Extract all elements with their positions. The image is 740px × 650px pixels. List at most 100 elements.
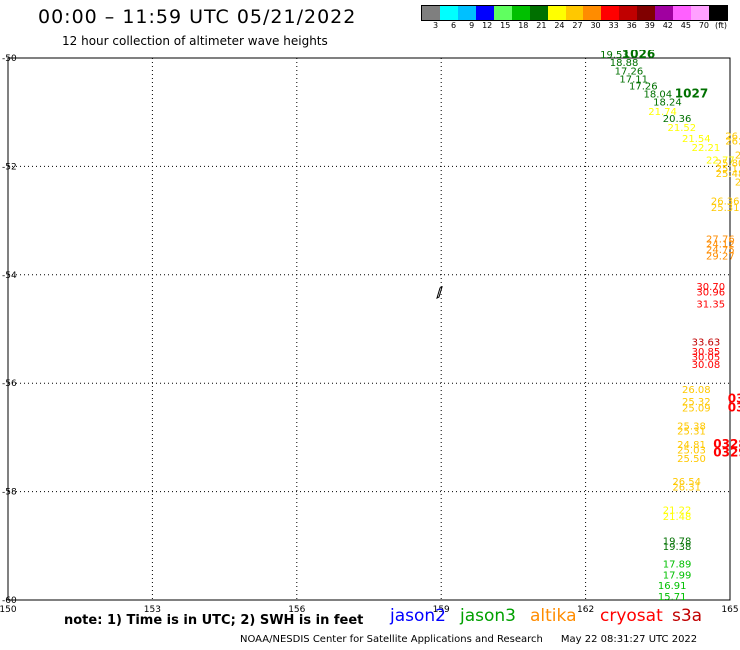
observation-value-label: 26.31 [672, 483, 701, 494]
observation-value-label: 18.04 [643, 90, 672, 101]
color-legend: 3 6 9 12 15 18 21 24 27 30 33 36 39 42 45 70 (ft) [421, 5, 728, 30]
legend-swatch [422, 6, 440, 20]
legend-swatch [547, 6, 566, 20]
map-frame [7, 57, 731, 601]
legend-swatch [511, 6, 530, 20]
observation-value-label: 25.09 [682, 403, 711, 414]
footer-note: note: 1) Time is in UTC; 2) SWH is in fe… [64, 613, 364, 628]
legend-swatch [529, 6, 548, 20]
legend-swatch [601, 6, 620, 20]
observation-value-label: 24.75 [706, 245, 735, 256]
legend-swatch [655, 6, 674, 20]
legend-swatch [673, 6, 692, 20]
observation-value-label: 26.08 [682, 385, 711, 396]
observation-value-label: 18.24 [653, 98, 682, 109]
observation-time-label: 0328 [713, 437, 740, 451]
legend-swatch [475, 6, 494, 20]
legend-label: 24 [554, 21, 565, 30]
lat-tick-label: -50 [2, 54, 17, 64]
legend-label: 18 [518, 21, 529, 30]
observation-value-label: 24.81 [677, 440, 706, 451]
observation-value-label: 31.35 [696, 299, 725, 310]
observation-value-label: 17.26 [615, 66, 644, 77]
legend-swatch [439, 6, 458, 20]
satellite-label-cryosat: cryosat [600, 606, 663, 626]
observation-value-label: 25.03 [677, 446, 706, 457]
observation-value-label: 17.26 [629, 81, 658, 92]
satellite-label-s3a: s3a [672, 606, 703, 626]
observation-value-label: 25.31 [711, 203, 740, 214]
observation-value-label: 25.53 [735, 150, 740, 161]
legend-swatch [709, 6, 727, 20]
observation-value-label: 30.08 [692, 360, 721, 371]
lat-tick-label: -56 [2, 379, 17, 389]
legend-swatch [493, 6, 512, 20]
observation-value-label: 29.27 [706, 252, 735, 263]
lon-tick-label: 165 [721, 605, 738, 615]
observation-value-label: 25.11 [716, 164, 740, 175]
observation-value-label: 21.52 [668, 123, 697, 134]
legend-swatch [691, 6, 709, 20]
observation-value-label: 19.53 [600, 50, 629, 61]
observation-value-label: 30.05 [692, 352, 721, 363]
observation-value-label: 21.48 [663, 512, 692, 523]
observation-value-label: 21.54 [682, 134, 711, 145]
observation-value-label: 27.76 [706, 234, 735, 245]
legend-label: 3 [432, 21, 439, 30]
observation-value-label: 25.50 [677, 454, 706, 465]
legend-label: 9 [469, 21, 475, 30]
satellite-label-jason3: jason3 [460, 606, 516, 626]
legend-label: 36 [626, 21, 637, 30]
legend-label: 27 [572, 21, 583, 30]
observation-value-label: 25.31 [677, 427, 706, 438]
observation-value-label: 22.77 [706, 156, 735, 167]
observation-value-label: 19.38 [663, 542, 692, 553]
legend-swatch [583, 6, 602, 20]
page-subtitle: 12 hour collection of altimeter wave hei… [62, 34, 328, 48]
credit-line: NOAA/NESDIS Center for Satellite Applica… [240, 634, 697, 645]
legend-label: 45 [680, 21, 691, 30]
legend-label: 12 [482, 21, 493, 30]
legend-swatch [637, 6, 656, 20]
observation-value-label: 24.53 [735, 177, 740, 188]
observation-value-label: 17.99 [663, 570, 692, 581]
legend-label: 33 [608, 21, 619, 30]
legend-label: 6 [451, 21, 457, 30]
observation-value-label: 17.11 [619, 74, 648, 85]
observation-value-label: 22.21 [692, 143, 721, 154]
observation-time-label: 0328 [728, 392, 740, 406]
lat-tick-label: -52 [2, 162, 17, 172]
observation-value-label: 25.80 [716, 158, 740, 169]
observation-value-label: 26.76 [725, 131, 740, 142]
observation-value-label: 19.78 [663, 537, 692, 548]
observation-value-label: 18.88 [610, 58, 639, 69]
observation-value-label: 20.36 [663, 114, 692, 125]
observation-time-label: 1027 [675, 87, 708, 101]
lon-tick-label: 156 [288, 605, 305, 615]
legend-swatch [619, 6, 638, 20]
observation-time-label: 1026 [622, 47, 655, 61]
observation-value-label: 21.74 [648, 107, 677, 118]
legend-swatch [565, 6, 584, 20]
legend-label: 15 [500, 21, 511, 30]
observation-value-label: 25.32 [682, 397, 711, 408]
observation-value-label: 16.91 [658, 581, 687, 592]
observation-value-label: 26.67 [725, 137, 740, 148]
legend-label: 42 [662, 21, 673, 30]
credit-text: NOAA/NESDIS Center for Satellite Applica… [240, 634, 543, 645]
island-outline [436, 286, 443, 299]
lon-tick-label: 162 [577, 605, 594, 615]
legend-swatch [457, 6, 476, 20]
lat-tick-label: -54 [2, 271, 17, 281]
legend-label: 30 [590, 21, 601, 30]
legend-swatches [421, 5, 728, 21]
observation-value-label: 30.85 [692, 347, 721, 358]
generated-timestamp: May 22 08:31:27 UTC 2022 [560, 634, 698, 645]
legend-label: 70 [698, 21, 709, 30]
observation-value-label: 21.22 [663, 505, 692, 516]
observation-value-label: 33.63 [692, 337, 721, 348]
lon-tick-label: 159 [433, 605, 450, 615]
legend-labels: 3 6 9 12 15 18 21 24 27 30 33 36 39 42 45 70 (ft) [421, 21, 728, 30]
observation-value-label: 17.89 [663, 559, 692, 570]
